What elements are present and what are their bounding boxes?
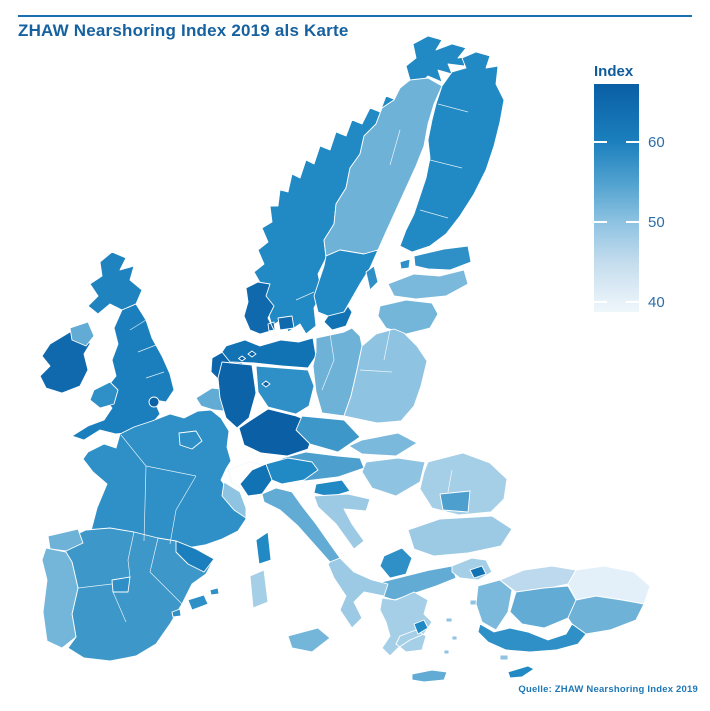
region-attica [413,619,429,635]
region-lithuania [377,299,439,335]
region-bulgaria [407,515,513,557]
region-madrid [111,576,131,593]
page-title: ZHAW Nearshoring Index 2019 als Karte [18,21,349,40]
region-portugal [41,547,79,649]
region-cyprus [507,665,535,679]
region-england [71,303,175,441]
region-estonia [399,245,472,271]
region-croatia [313,493,371,550]
region-poland-east [343,328,428,424]
region-skane [323,305,353,331]
region-sardinia [249,569,269,609]
legend-tick-label-50: 50 [648,214,665,231]
region-northern-ireland [69,321,95,347]
region-gotland [365,265,379,291]
region-turkey-south [477,623,587,653]
region-istanbul [469,565,487,579]
legend-title: Index [594,63,634,80]
legend-gradient-bar [594,84,639,312]
source-note: Quelle: ZHAW Nearshoring Index 2019 [518,684,698,695]
region-italy-northeast [265,457,319,485]
region-turkey-southeast [567,595,645,635]
region-italy-south [327,557,389,629]
region-turkey-west [475,579,513,631]
region-slovakia [348,432,418,457]
region-latvia [387,269,469,300]
region-sicily [287,627,331,653]
legend-tick-label-40: 40 [648,294,665,311]
region-germany-east [255,365,315,415]
region-sofia [379,547,413,579]
region-crete [411,669,448,683]
legend-tick-label-60: 60 [648,134,665,151]
region-paris [178,430,203,450]
region-germany-west [217,361,257,429]
region-inner-borders [77,103,469,623]
region-france-southeast [221,481,247,519]
region-hungary [361,457,426,497]
region-sweden-south [313,249,379,317]
region-greece-north [381,565,457,601]
region-denmark [243,281,295,335]
region-city-states [238,350,271,388]
region-galicia [47,528,84,552]
region-slovenia [313,479,351,498]
title-rule [18,15,692,17]
legend: Index 60 50 40 [594,63,665,312]
region-czechia [295,415,361,453]
region-wales [89,381,119,409]
region-corsica [255,531,272,565]
region-romania-south [439,490,471,513]
region-balearics [171,587,220,618]
region-finland [399,51,505,253]
region-greece [379,591,433,657]
legend-tick-marks [594,141,639,303]
region-london [148,396,160,408]
region-catalonia [175,540,215,573]
region-turkey-central [509,585,577,629]
